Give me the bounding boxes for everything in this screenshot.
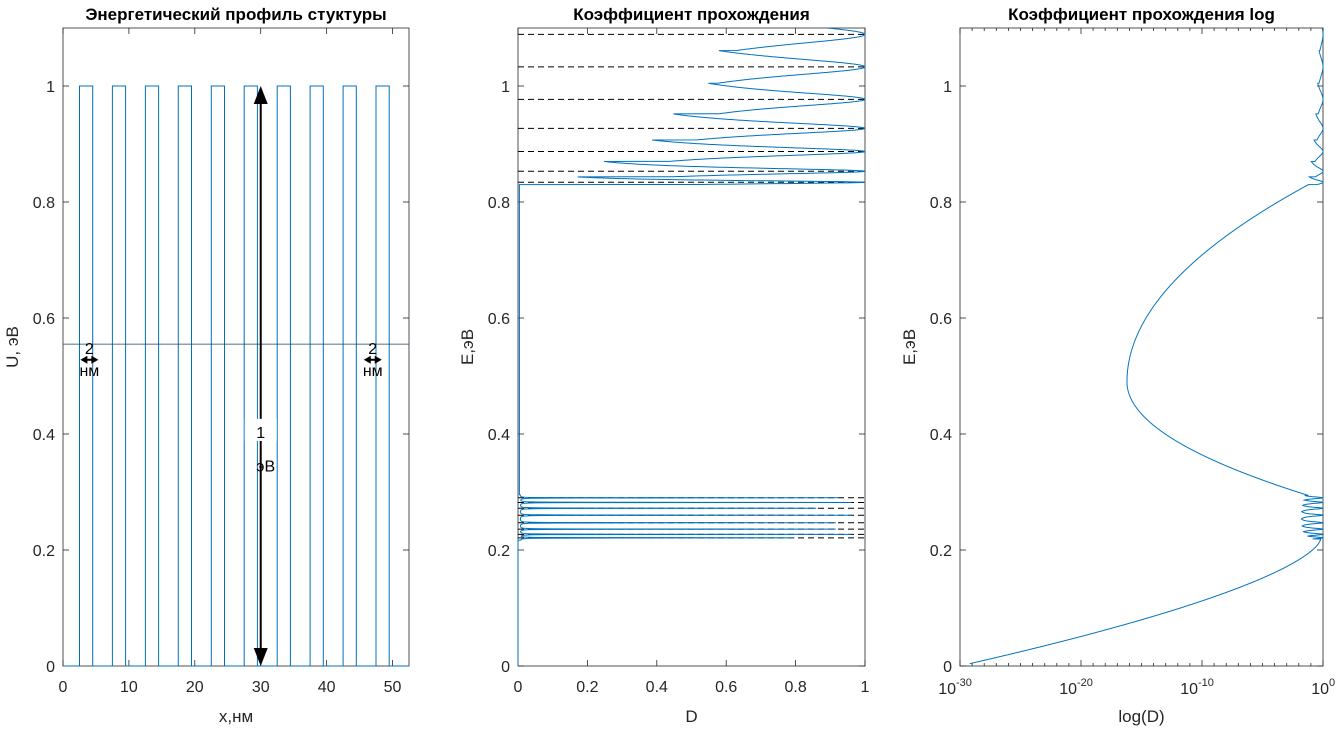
plot-frame [517, 27, 866, 667]
y-tick-label: 0.2 [33, 543, 55, 560]
annotation-unit: эВ [256, 459, 275, 476]
energy-profile-axes: Энергетический профиль стуктуры x,нм U, эВ… [3, 5, 410, 726]
x-tick-label: 0.8 [784, 679, 806, 696]
plot-frame [959, 27, 1324, 667]
x-tick-base: 10 [938, 681, 956, 698]
y-tick-label: 0.6 [488, 311, 510, 328]
y-axis-label: E,эВ [900, 329, 919, 365]
x-tick-label: 30 [252, 679, 270, 696]
x-axis-label: log(D) [1118, 707, 1164, 726]
transmission-log-curve [969, 27, 1324, 665]
y-tick-label: 0.8 [488, 195, 510, 212]
y-tick-label: 0 [501, 659, 510, 676]
x-tick-label: 0 [59, 679, 68, 696]
potential-profile-line [63, 85, 409, 667]
y-tick-label: 0.4 [930, 427, 952, 444]
height-arrow-head-top [253, 86, 268, 104]
x-tick-label: 0.6 [715, 679, 737, 696]
y-tick-label: 1 [943, 79, 952, 96]
y-tick-label: 0 [943, 659, 952, 676]
transmission-curve [517, 27, 866, 666]
x-tick-label: 0.4 [646, 679, 668, 696]
x-tick-label: 10 [120, 679, 138, 696]
x-axis-label: D [685, 707, 697, 726]
annotation-unit: нм [363, 363, 383, 380]
y-axis-label: E,эВ [458, 329, 477, 365]
y-tick-label: 1 [501, 79, 510, 96]
x-tick-label: 50 [384, 679, 402, 696]
x-tick-base: 10 [1311, 681, 1329, 698]
transmission-log-axes: Коэффициент прохождения log log(D) E,эВ 0 0.… [900, 5, 1335, 726]
x-tick-label: 40 [318, 679, 336, 696]
annotation-text: 2 [85, 341, 94, 358]
chart-title: Энергетический профиль стуктуры [85, 5, 386, 24]
chart-title: Коэффициент прохождения [573, 5, 810, 24]
chart-title: Коэффициент прохождения log [1008, 5, 1275, 24]
y-tick-label: 0.8 [33, 195, 55, 212]
y-tick-label: 0.2 [488, 543, 510, 560]
annotation-box-bg [246, 418, 270, 435]
width-arrow-head-right [374, 355, 382, 364]
width-arrow-head-left [80, 355, 88, 364]
x-axis-label: x,нм [219, 707, 253, 726]
y-tick-label: 0.4 [488, 427, 510, 444]
x-tick-label: 0.2 [576, 679, 598, 696]
x-tick-exponent: -30 [956, 677, 972, 689]
y-tick-label: 0.2 [930, 543, 952, 560]
y-tick-label: 0.8 [930, 195, 952, 212]
x-tick-label: 20 [186, 679, 204, 696]
x-tick-base: 10 [1059, 681, 1077, 698]
y-axis-label: U, эВ [3, 326, 22, 368]
annotation-text: 2 [368, 341, 377, 358]
x-tick-label: 0 [514, 679, 523, 696]
x-tick-label: 1 [861, 679, 870, 696]
transmission-axes: Коэффициент прохождения D E,эВ 0 0.2 0.4 0.6 0.… [458, 5, 870, 726]
y-tick-label: 0.6 [33, 311, 55, 328]
plot-frame [62, 27, 410, 667]
x-tick-base: 10 [1180, 681, 1198, 698]
width-arrow-head-left [363, 355, 371, 364]
y-tick-label: 0.6 [930, 311, 952, 328]
width-arrow-head-right [91, 355, 99, 364]
y-tick-label: 0 [46, 659, 55, 676]
y-tick-label: 1 [46, 79, 55, 96]
x-tick-exponent: -20 [1077, 677, 1093, 689]
annotation-unit: нм [79, 363, 99, 380]
height-arrow-head-bottom [253, 648, 268, 666]
annotation-text: 1 [256, 425, 265, 442]
x-tick-exponent: 0 [1329, 677, 1335, 689]
x-tick-exponent: -10 [1198, 677, 1214, 689]
y-tick-label: 0.4 [33, 427, 55, 444]
